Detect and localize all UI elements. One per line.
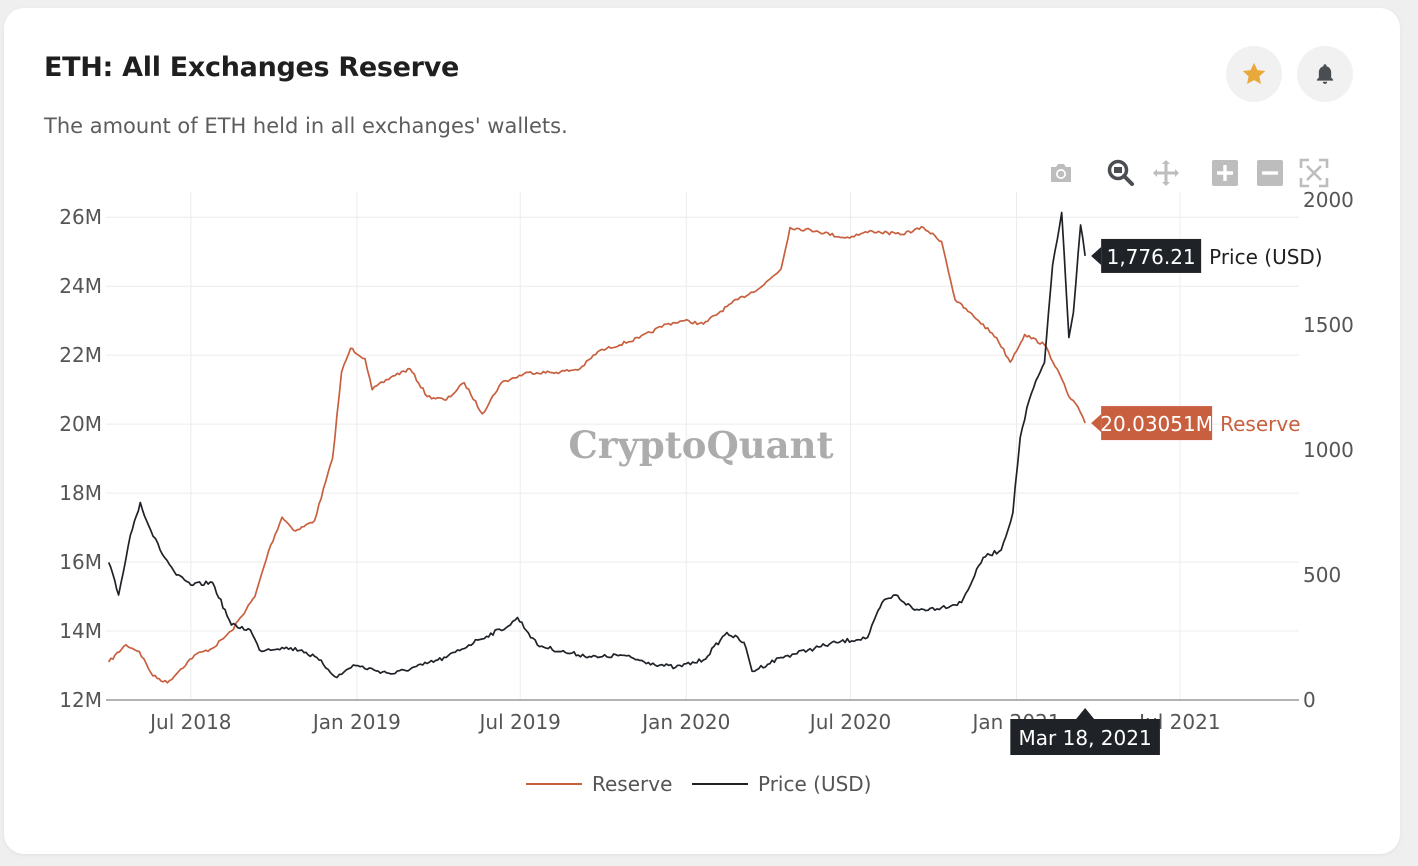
y-right-tick-label: 1000 — [1303, 438, 1354, 462]
y-right-tick-label: 2000 — [1303, 188, 1354, 212]
y-left-tick-label: 16M — [59, 550, 102, 574]
x-tick-label: Jan 2019 — [311, 710, 401, 734]
y-right-tick-label: 500 — [1303, 563, 1341, 587]
price-tooltip-value: 1,776.21 — [1107, 245, 1196, 269]
price-tooltip-label: Price (USD) — [1209, 245, 1323, 269]
x-tick-label: Jul 2018 — [148, 710, 231, 734]
price-tooltip-box — [1101, 238, 1202, 273]
reserve-tooltip-pointer — [1091, 414, 1102, 433]
chart-subtitle: The amount of ETH held in all exchanges'… — [44, 114, 568, 138]
y-left-tick-label: 26M — [59, 205, 102, 229]
x-tick-label: Jul 2019 — [478, 710, 561, 734]
y-left-tick-label: 24M — [59, 274, 102, 298]
bell-icon — [1316, 64, 1334, 84]
zoom-in-icon[interactable] — [1210, 158, 1240, 188]
reserve-tooltip-value: 20.03051M — [1100, 412, 1213, 436]
alert-button[interactable] — [1297, 46, 1353, 102]
y-left-tick-label: 12M — [59, 688, 102, 712]
watermark: CryptoQuant — [568, 423, 833, 467]
pan-icon[interactable] — [1151, 158, 1181, 188]
chart-title: ETH: All Exchanges Reserve — [44, 52, 460, 83]
camera-icon[interactable] — [1046, 158, 1076, 188]
series-line-reserve — [107, 225, 1086, 684]
price-tooltip-pointer — [1091, 246, 1102, 265]
zoom-icon[interactable] — [1106, 158, 1136, 188]
reserve-tooltip-label: Reserve — [1220, 412, 1300, 436]
date-tooltip-box — [1010, 719, 1160, 755]
legend-label-reserve[interactable]: Reserve — [592, 772, 672, 796]
y-left-tick-label: 22M — [59, 343, 102, 367]
series-line-price — [107, 211, 1086, 679]
favorite-button[interactable] — [1226, 46, 1282, 102]
star-icon — [1242, 62, 1266, 85]
y-left-tick-label: 18M — [59, 481, 102, 505]
y-left-tick-label: 14M — [59, 619, 102, 643]
reserve-tooltip-box — [1101, 406, 1213, 441]
x-tick-label: Jul 2020 — [808, 710, 891, 734]
y-right-tick-label: 1500 — [1303, 313, 1354, 337]
date-tooltip-value: Mar 18, 2021 — [1019, 726, 1152, 750]
date-tooltip-pointer — [1076, 708, 1095, 719]
autoscale-icon[interactable] — [1299, 158, 1329, 188]
legend-label-price[interactable]: Price (USD) — [758, 772, 872, 796]
zoom-out-icon[interactable] — [1255, 158, 1285, 188]
y-right-tick-label: 0 — [1303, 688, 1316, 712]
y-left-tick-label: 20M — [59, 412, 102, 436]
x-tick-label: Jan 2020 — [640, 710, 730, 734]
